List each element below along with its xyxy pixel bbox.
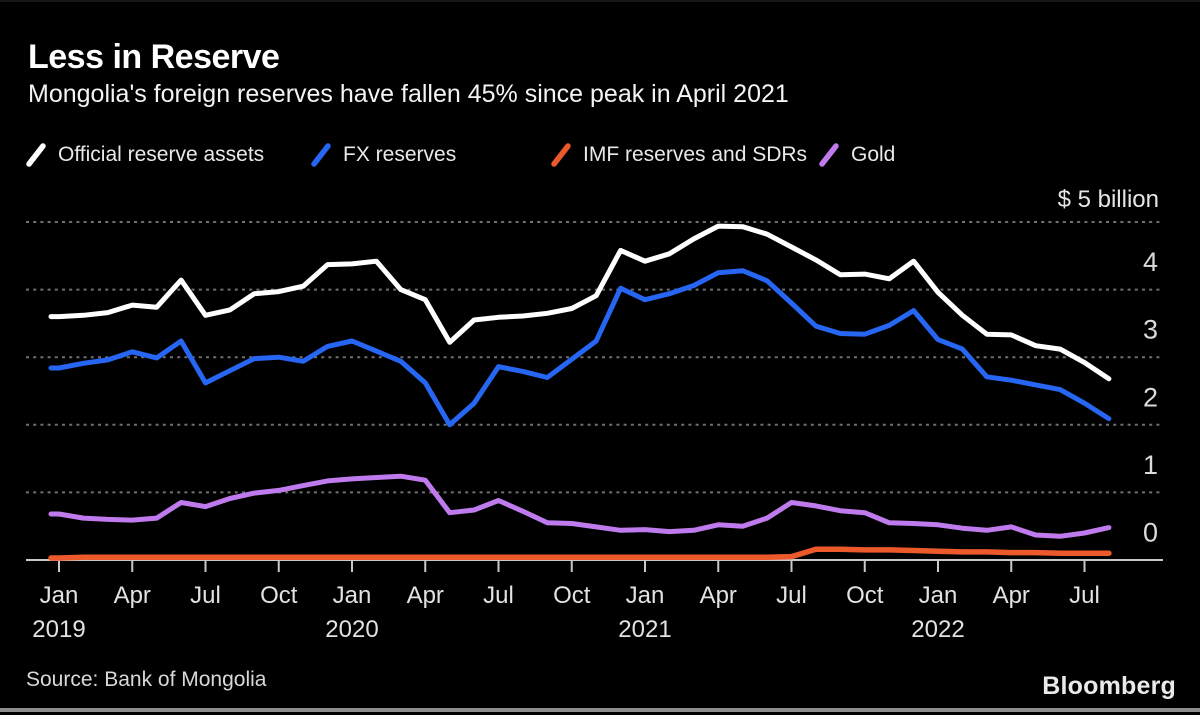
legend-label: FX reserves bbox=[343, 143, 457, 166]
y-axis-label-2: 2 bbox=[1143, 382, 1158, 412]
legend-slash-icon bbox=[551, 143, 571, 167]
legend-item-imf-reserves-and-sdrs: IMF reserves and SDRs bbox=[550, 140, 807, 170]
x-tick-year-label: 2022 bbox=[911, 616, 964, 643]
chart-title: Less in Reserve bbox=[28, 38, 280, 76]
x-tick-label: Oct bbox=[260, 582, 298, 609]
x-tick-label: Jul bbox=[483, 582, 514, 609]
x-tick-label: Apr bbox=[993, 582, 1030, 609]
x-tick-year-label: 2020 bbox=[325, 616, 378, 643]
series-line-gold bbox=[48, 473, 1112, 539]
x-tick-year-label: 2021 bbox=[618, 616, 671, 643]
source-note: Source: Bank of Mongolia bbox=[26, 668, 267, 691]
card-bottom-edge bbox=[0, 708, 1200, 712]
legend-item-fx-reserves: FX reserves bbox=[310, 140, 456, 170]
legend-label: IMF reserves and SDRs bbox=[583, 143, 808, 166]
card-top-edge bbox=[0, 0, 1200, 2]
x-tick-label: Jan bbox=[626, 582, 665, 609]
y-axis-unit-label: $ 5 billion bbox=[1058, 186, 1159, 213]
chart-subtitle: Mongolia's foreign reserves have fallen … bbox=[28, 80, 789, 108]
x-tick-label: Oct bbox=[846, 582, 884, 609]
y-axis-label-0: 0 bbox=[1143, 518, 1158, 548]
x-tick-label: Apr bbox=[114, 582, 151, 609]
y-axis-label-4: 4 bbox=[1143, 247, 1158, 277]
series-line-official-reserve-assets bbox=[48, 223, 1112, 382]
x-tick-label: Jul bbox=[1069, 582, 1100, 609]
x-tick-year-label: 2019 bbox=[32, 616, 85, 643]
x-tick-label: Jan bbox=[40, 582, 79, 609]
x-tick-label: Jul bbox=[190, 582, 221, 609]
legend-slash-icon bbox=[26, 143, 46, 167]
x-tick-label: Jan bbox=[333, 582, 372, 609]
x-tick-label: Jul bbox=[776, 582, 807, 609]
x-tick-label: Oct bbox=[553, 582, 591, 609]
y-axis-label-3: 3 bbox=[1143, 315, 1158, 345]
legend-item-gold: Gold bbox=[818, 140, 895, 170]
legend-slash-icon bbox=[819, 143, 839, 167]
legend-item-official-reserve-assets: Official reserve assets bbox=[25, 140, 264, 170]
y-axis-label-1: 1 bbox=[1143, 450, 1158, 480]
bloomberg-logo: Bloomberg bbox=[1042, 672, 1176, 700]
series-line-imf-reserves-and-sdrs bbox=[48, 546, 1112, 561]
legend-label: Official reserve assets bbox=[58, 143, 265, 166]
chart-legend: Official reserve assets FX reserves IMF … bbox=[0, 140, 1200, 170]
x-tick-label: Apr bbox=[407, 582, 444, 609]
legend-label: Gold bbox=[851, 143, 896, 166]
x-tick-label: Jan bbox=[919, 582, 958, 609]
legend-slash-icon bbox=[311, 143, 331, 167]
series-line-fx-reserves bbox=[48, 268, 1112, 428]
x-tick-label: Apr bbox=[700, 582, 737, 609]
